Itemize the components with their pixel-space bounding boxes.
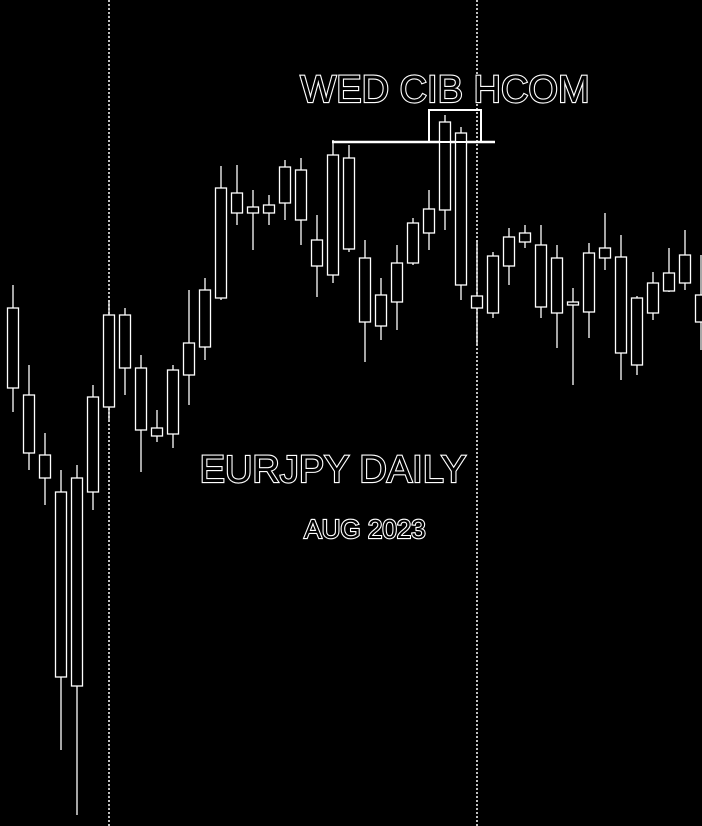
candle-body [38, 454, 52, 479]
candle-body [582, 252, 596, 313]
candle-body [550, 257, 564, 314]
candle-body [214, 187, 228, 299]
candle-body [150, 427, 164, 437]
candle-body [230, 192, 244, 214]
candle-body [614, 256, 628, 354]
candle-body [598, 247, 612, 259]
candle-body [86, 396, 100, 493]
candle-body [326, 154, 340, 276]
candle-body [422, 208, 436, 234]
candle-body [566, 301, 580, 306]
candle-body [22, 394, 36, 454]
candle-body [678, 254, 692, 284]
candle-body [630, 297, 644, 366]
annotation: WED CIB HCOM [300, 69, 589, 111]
candle-body [694, 294, 702, 323]
chart-title: EURJPY DAILY [200, 449, 467, 491]
candle-body [310, 239, 324, 267]
candle-body [662, 272, 676, 292]
candle-body [294, 169, 308, 221]
candle-body [54, 491, 68, 678]
candle-body [246, 206, 260, 214]
candle-body [534, 244, 548, 308]
candle-body [358, 257, 372, 323]
candle-body [118, 314, 132, 369]
candle-body [278, 166, 292, 204]
candle-body [470, 295, 484, 309]
candle-body [374, 294, 388, 327]
candle-body [182, 342, 196, 376]
candle-body [518, 232, 532, 243]
candle-body [454, 132, 468, 286]
candle-body [342, 157, 356, 250]
candle-body [390, 262, 404, 303]
candle-body [502, 236, 516, 267]
candle-body [134, 367, 148, 431]
candle-body [70, 477, 84, 687]
highlight-box [428, 109, 482, 143]
chart-subtitle: AUG 2023 [304, 514, 425, 544]
candle-body [166, 369, 180, 435]
candle-body [646, 282, 660, 314]
candle-body [438, 121, 452, 211]
candle-body [198, 289, 212, 348]
candle-body [102, 314, 116, 408]
candle-body [6, 307, 20, 389]
candle-body [406, 222, 420, 264]
candle-body [262, 204, 276, 214]
candle-body [486, 255, 500, 314]
